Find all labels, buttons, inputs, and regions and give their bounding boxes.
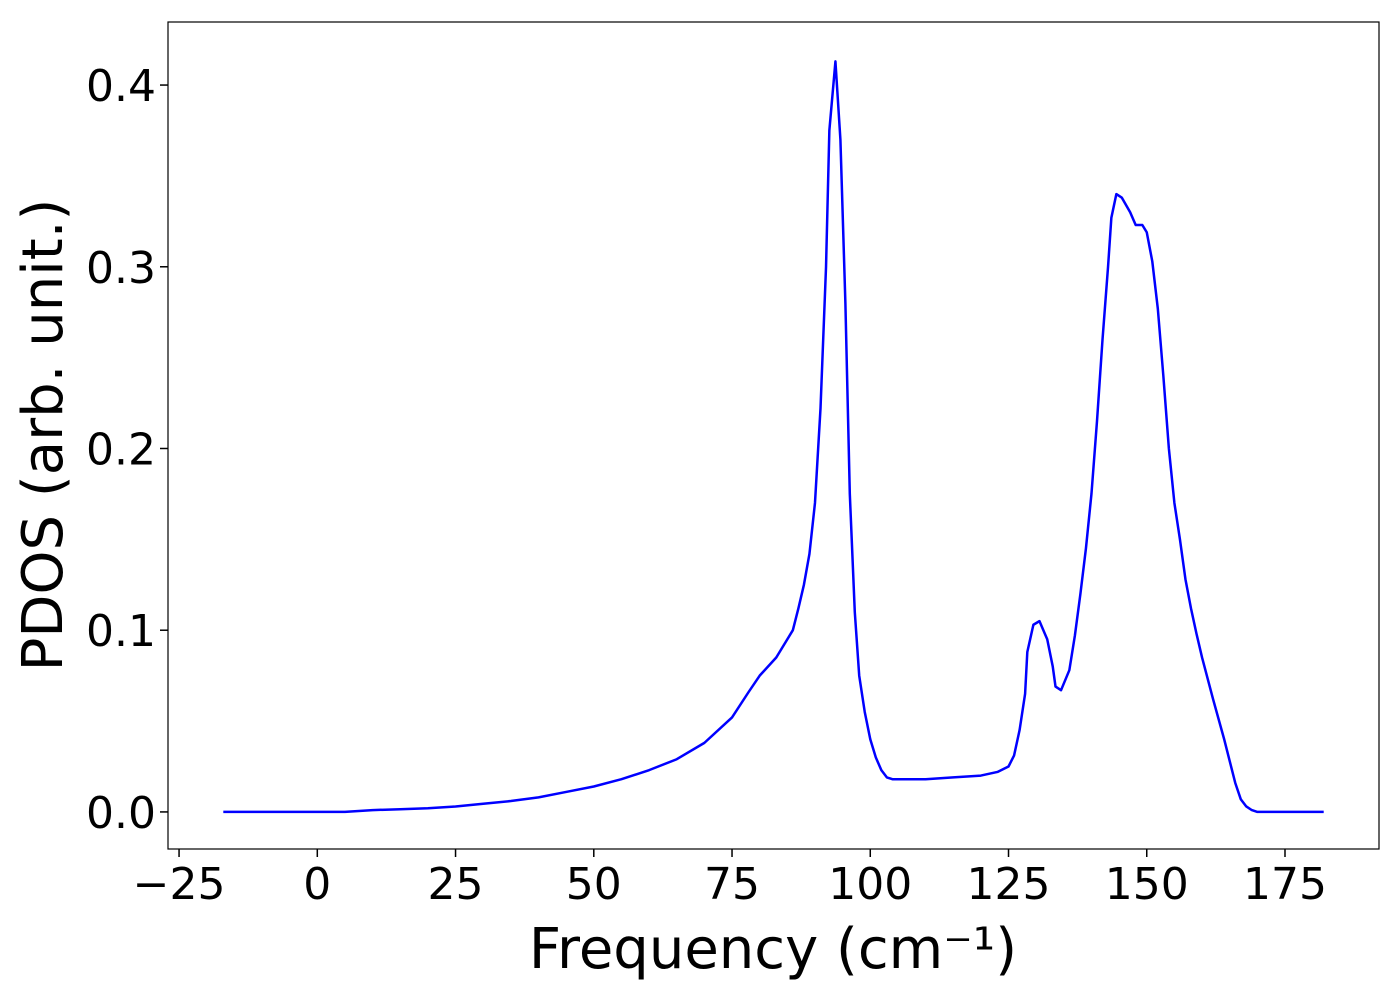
- plot-frame: [167, 21, 1380, 850]
- x-axis-label: Frequency (cm⁻¹): [529, 917, 1017, 982]
- y-tick-label: 0.3: [86, 243, 156, 294]
- x-tick-label: 0: [303, 859, 331, 910]
- y-tick-label: 0.0: [86, 788, 156, 839]
- y-tick-label: 0.4: [86, 61, 156, 112]
- x-tick-label: 50: [566, 859, 622, 910]
- x-tick-label: 100: [828, 859, 912, 910]
- y-tick-label: 0.1: [86, 606, 156, 657]
- x-tick-label: 75: [704, 859, 760, 910]
- x-tick-label: 175: [1243, 859, 1327, 910]
- x-tick-label: −25: [133, 859, 226, 910]
- y-axis-label: PDOS (arb. unit.): [11, 199, 76, 672]
- data-line: [223, 60, 1324, 814]
- y-tick-label: 0.2: [86, 424, 156, 475]
- x-tick-label: 125: [967, 859, 1051, 910]
- x-tick-label: 150: [1105, 859, 1189, 910]
- x-tick-label: 25: [428, 859, 484, 910]
